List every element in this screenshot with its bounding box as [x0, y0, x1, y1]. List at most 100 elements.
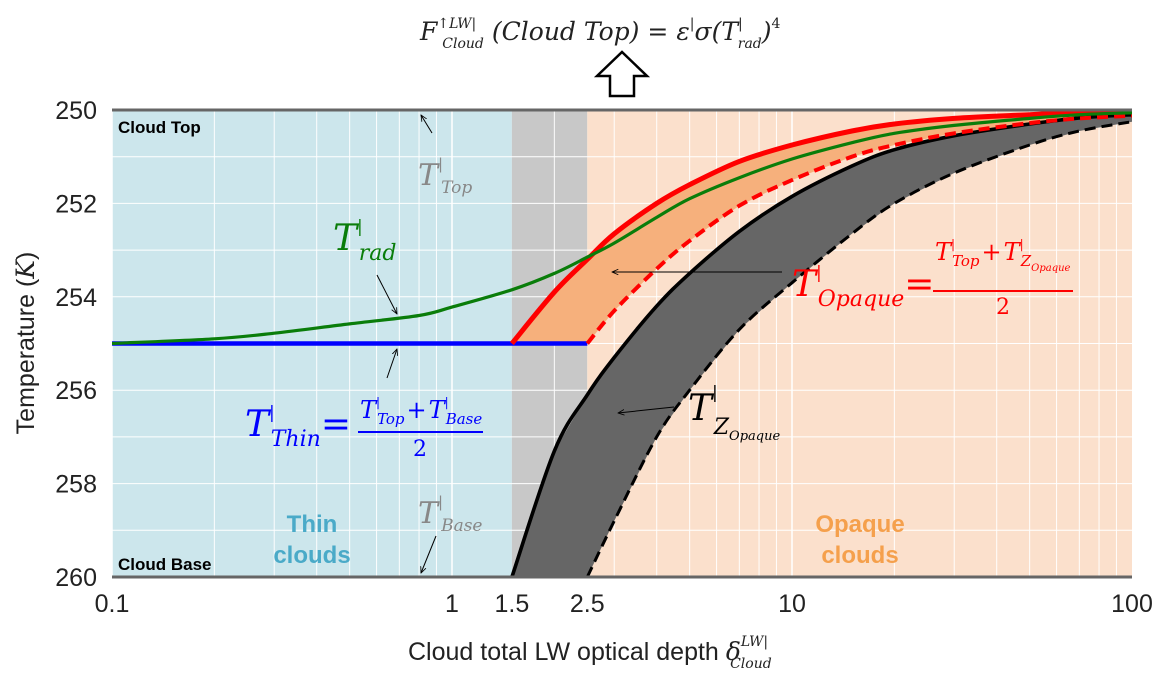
trad-symbol: T — [721, 17, 740, 46]
t-opaque-num-a: T — [935, 238, 953, 266]
t-top-sup: | — [438, 155, 443, 173]
t-rad-symbol: T — [333, 218, 360, 259]
t-opaque-num-b-sup: | — [1020, 237, 1024, 251]
t-thin-label: T| Thin= — [245, 403, 351, 452]
t-base-label: T| Base — [418, 493, 483, 536]
t-rad-sub: rad — [359, 241, 397, 266]
header-formula: F↑LW| Cloud (Cloud Top) = ε|σ(T| rad)4 — [419, 16, 781, 98]
t-rad-arrow — [376, 274, 397, 314]
x-tick-label: 10 — [778, 590, 806, 618]
y-axis-label-close: ) — [12, 252, 40, 260]
t-rad-annotation: T| rad — [333, 217, 397, 314]
x-tick-label: 100 — [1111, 590, 1153, 618]
t-thin-sup: | — [269, 403, 275, 423]
trad-sub: rad — [738, 36, 762, 52]
x-axis-sup: LW| — [740, 634, 768, 650]
cloud-base-label: Cloud Base — [118, 555, 212, 574]
t-opaque-num-a-sup: | — [951, 237, 955, 251]
t-thin-sub: Thin — [271, 427, 321, 452]
t-z-opaque-label: T| ZOpaque — [688, 383, 780, 444]
y-axis-label-text: Temperature ( — [12, 278, 40, 434]
series-line-z-opaque-lower — [585, 120, 1132, 577]
y-tick-label: 250 — [55, 97, 97, 125]
upward-arrow-icon — [593, 50, 651, 98]
x-axis-delta: δ — [726, 637, 741, 666]
flux-sub: Cloud — [442, 36, 484, 52]
y-axis-unit: K — [11, 259, 40, 280]
y-tick-label: 260 — [55, 564, 97, 592]
t-thin-denominator: 2 — [413, 437, 427, 462]
opaque-clouds-label: Opaque clouds — [815, 511, 904, 569]
x-tick-label: 1.5 — [494, 590, 529, 618]
t-opaque-sub: Opaque — [818, 287, 905, 312]
t-rad-sup: | — [357, 217, 363, 237]
t-base-arrow — [421, 535, 437, 573]
t-thin-num-a-sup: | — [376, 395, 380, 409]
opaque-altitude-band — [511, 114, 1132, 577]
thin-clouds-line2: clouds — [273, 542, 350, 569]
y-tick-label: 252 — [55, 190, 97, 218]
y-tick-label: 254 — [55, 284, 97, 312]
series-line-t-opaque-lower — [585, 113, 1132, 345]
axis-ticks: 0.1 1 1.5 2.5 10 100 250 252 254 256 258 260 — [55, 97, 1153, 618]
x-tick-label: 0.1 — [95, 590, 130, 618]
x-axis-label: Cloud total LW optical depth δLW| Cloud — [408, 634, 772, 672]
t-z-opaque-annotation: T| ZOpaque — [618, 383, 780, 444]
t-thin-num-b-sup: | — [445, 395, 449, 409]
series-line-t-opaque-upper — [509, 110, 1132, 346]
y-tick-label: 256 — [55, 377, 97, 405]
cloud-top-label: Cloud Top — [118, 118, 201, 137]
t-thin-plus: + — [407, 396, 427, 424]
t-thin-symbol: T — [245, 404, 272, 445]
t-thin-num-a: T — [360, 396, 378, 424]
series-lines — [112, 110, 1132, 577]
opaque-clouds-line2: clouds — [821, 542, 898, 569]
sigma-symbol: σ( — [695, 17, 723, 46]
formula-close: ) — [761, 17, 772, 46]
flux-sup: ↑LW| — [437, 16, 476, 32]
emissivity-sup: | — [690, 16, 695, 32]
y-tick-label: 258 — [55, 471, 97, 499]
t-z-opaque-sub: Z — [713, 415, 730, 440]
t-rad-label: T| rad — [333, 217, 396, 266]
trad-sup: | — [738, 16, 743, 32]
t-thin-numerator: T| Top+T| Base — [360, 395, 482, 428]
x-axis-label-text: Cloud total LW optical depth — [408, 638, 719, 666]
t-opaque-plus: + — [982, 238, 1002, 266]
t-base-sup: | — [438, 493, 443, 511]
x-tick-label: 2.5 — [570, 590, 605, 618]
t-opaque-symbol: T — [792, 264, 819, 305]
t-z-opaque-arrow — [618, 406, 675, 413]
t-z-opaque-sup: | — [712, 383, 718, 403]
emissivity-symbol: ε — [676, 17, 689, 46]
t-opaque-denominator: 2 — [996, 295, 1010, 320]
formula-power: 4 — [772, 16, 781, 32]
t-thin-num-a-sub: Top — [377, 410, 405, 428]
t-top-sub: Top — [441, 178, 472, 198]
t-base-sub: Base — [440, 516, 482, 536]
series-line-t-rad — [112, 111, 1132, 346]
t-opaque-numerator: T| Top+T| ZOpaque — [935, 237, 1071, 274]
t-top-symbol: T — [418, 158, 440, 193]
thin-clouds-label: Thin clouds — [273, 511, 350, 569]
svg-text:F↑LW|Cloud(Cloud Top)=ε|σ(T|ra: F↑LW| Cloud (Cloud Top) = ε|σ(T| rad)4 — [419, 16, 781, 52]
t-thin-annotation: T| Thin= T| Top+T| Base 2 — [245, 349, 483, 462]
t-top-label: T| Top — [418, 155, 472, 198]
t-top-annotation: T| Top — [418, 115, 472, 198]
x-axis-sub: Cloud — [730, 656, 772, 672]
t-opaque-equals: = — [904, 264, 934, 305]
thin-clouds-line1: Thin — [287, 511, 338, 538]
t-thin-num-b: T — [429, 396, 447, 424]
t-base-symbol: T — [418, 496, 440, 531]
t-top-arrow — [421, 115, 433, 134]
t-opaque-num-b-subsub: Opaque — [1031, 263, 1070, 274]
t-base-annotation: T| Base — [418, 493, 483, 573]
t-thin-arrow — [386, 349, 397, 379]
t-thin-equals: = — [321, 404, 351, 445]
x-tick-label: 1 — [445, 590, 459, 618]
t-opaque-label: T| Opaque= — [792, 263, 934, 312]
shaded-bands — [511, 111, 1132, 577]
t-z-opaque-symbol: T — [688, 388, 715, 429]
y-axis-label: Temperature (K) — [11, 252, 40, 435]
